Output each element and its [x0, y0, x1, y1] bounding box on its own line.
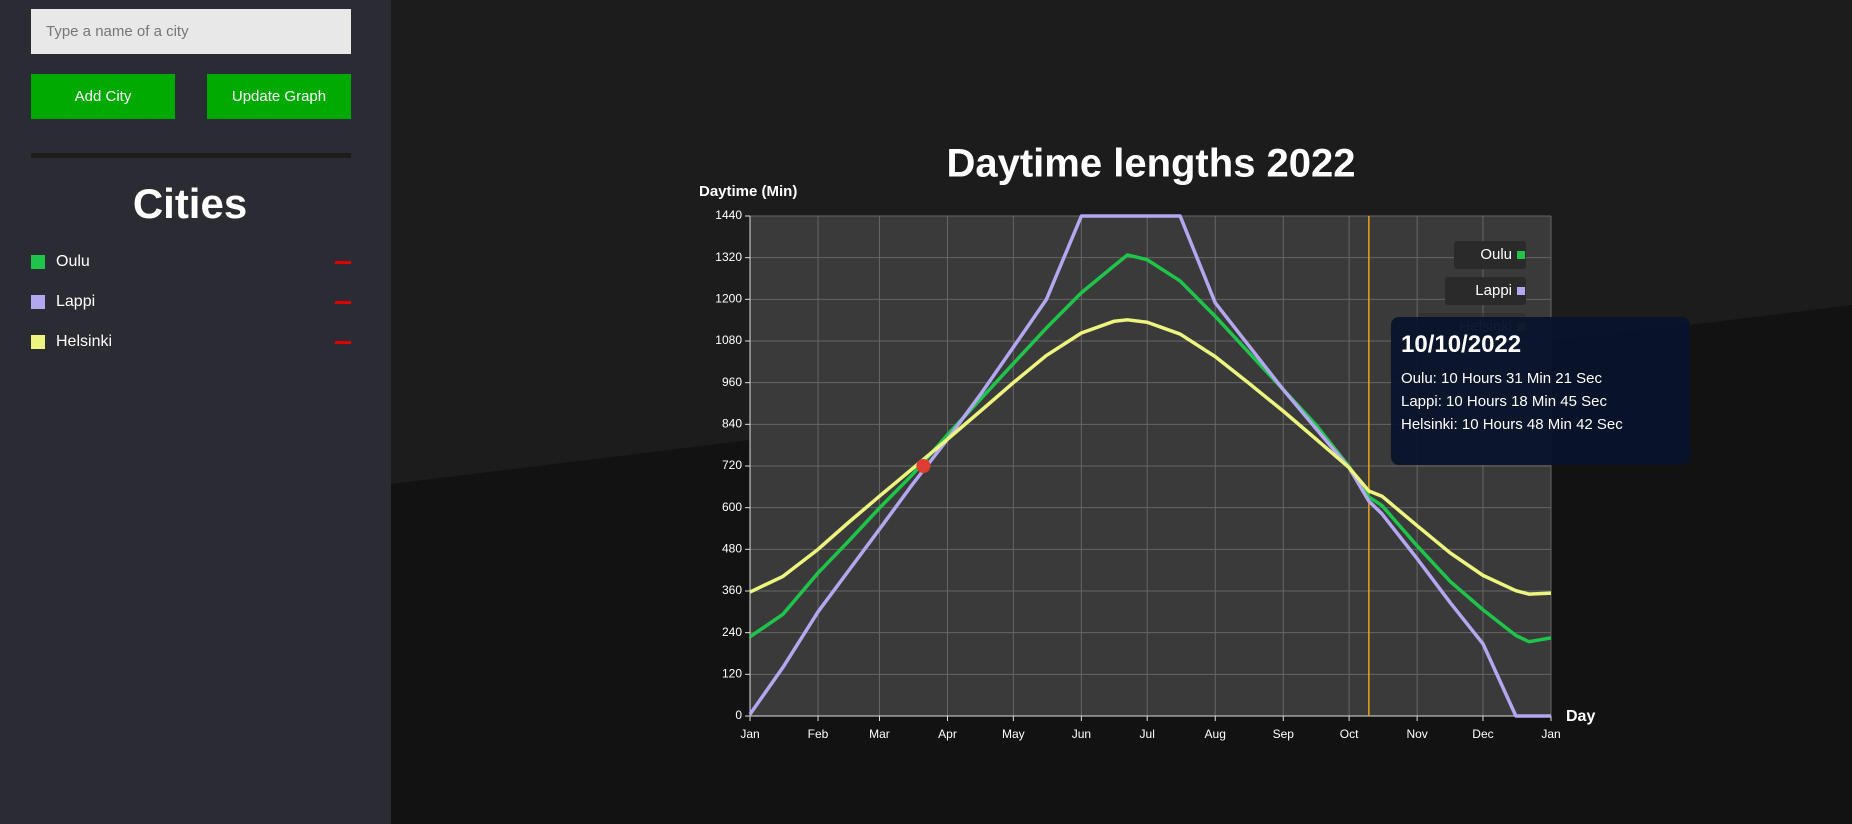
series-line — [748, 214, 1551, 718]
legend-box — [1445, 277, 1526, 305]
y-tick-label: 240 — [722, 625, 742, 639]
x-tick-label: Sep — [1273, 727, 1295, 741]
x-tick-label: Jan — [1541, 727, 1560, 741]
city-row: Helsinki — [31, 332, 351, 352]
city-row: Lappi — [31, 292, 351, 312]
series-line — [749, 318, 1552, 596]
y-tick-label: 840 — [722, 417, 742, 431]
tooltip-line: Helsinki: 10 Hours 48 Min 42 Sec — [1401, 416, 1623, 433]
x-tick-label: May — [1002, 727, 1025, 741]
sidebar: Type a name of a city Add City Update Gr… — [0, 0, 391, 824]
tooltip-line: Oulu: 10 Hours 31 Min 21 Sec — [1401, 370, 1602, 387]
remove-city-button[interactable] — [335, 301, 351, 304]
legend-label: Lappi — [1475, 282, 1512, 299]
y-tick-label: 600 — [722, 500, 742, 514]
city-color — [31, 335, 45, 349]
chart-title: Daytime lengths 2022 — [946, 142, 1355, 186]
city-name: Oulu — [56, 253, 90, 270]
update-graph-button[interactable]: Update Graph — [207, 74, 351, 119]
y-tick-label: 1200 — [715, 292, 742, 306]
legend-item: Oulu — [1454, 241, 1526, 269]
city-name: Helsinki — [56, 333, 113, 350]
y-tick-label: 720 — [722, 458, 742, 472]
legend-swatch — [1517, 251, 1525, 259]
x-tick-label: Dec — [1472, 727, 1493, 741]
x-tick-label: Jun — [1072, 727, 1091, 741]
series-line — [749, 253, 1552, 644]
x-tick-label: Apr — [938, 727, 957, 741]
x-tick-label: Oct — [1340, 727, 1359, 741]
legend-item: Lappi — [1445, 277, 1526, 305]
x-tick-label: Feb — [808, 727, 829, 741]
x-tick-label: Jan — [740, 727, 759, 741]
x-tick-label: Aug — [1205, 727, 1226, 741]
legend-swatch — [1517, 287, 1525, 295]
city-name: Lappi — [56, 293, 96, 310]
tooltip-title: 10/10/2022 — [1401, 331, 1522, 358]
x-tick-label: Nov — [1406, 727, 1427, 741]
y-tick-label: 120 — [722, 667, 742, 681]
city-row: Oulu — [31, 252, 351, 272]
legend-label: Oulu — [1480, 246, 1512, 263]
y-axis-label: Daytime (Min) — [699, 183, 797, 200]
divider — [31, 153, 351, 158]
city-color — [31, 295, 45, 309]
city-color — [31, 255, 45, 269]
x-tick-label: Jul — [1140, 727, 1155, 741]
y-tick-label: 0 — [735, 708, 742, 722]
x-axis-label: Day — [1566, 708, 1595, 725]
y-tick-label: 480 — [722, 542, 742, 556]
x-tick-label: Mar — [869, 727, 890, 741]
add-city-button[interactable]: Add City — [31, 74, 175, 119]
legend-box — [1454, 241, 1526, 269]
y-tick-label: 1440 — [715, 208, 742, 222]
y-tick-label: 960 — [722, 375, 742, 389]
cities-heading: Cities — [132, 180, 248, 227]
remove-city-button[interactable] — [335, 261, 351, 264]
city-input[interactable]: Type a name of a city — [31, 9, 351, 54]
highlight-point — [916, 459, 931, 473]
y-tick-label: 360 — [722, 583, 742, 597]
tooltip: 10/10/2022 Oulu: 10 Hours 31 Min 21 Sec … — [1391, 317, 1690, 465]
y-tick-label: 1080 — [715, 333, 742, 347]
remove-city-button[interactable] — [335, 341, 351, 344]
y-tick-label: 1320 — [715, 250, 742, 264]
tooltip-line: Lappi: 10 Hours 18 Min 45 Sec — [1401, 393, 1607, 410]
